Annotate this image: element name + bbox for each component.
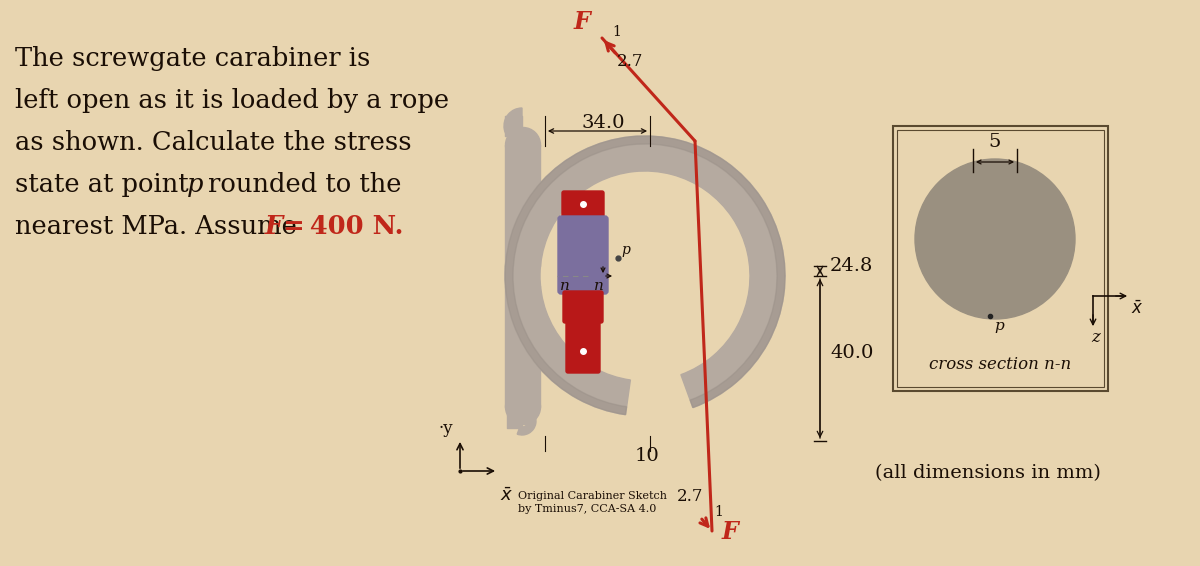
Circle shape: [505, 127, 540, 162]
Text: 5: 5: [989, 133, 1001, 151]
Wedge shape: [517, 407, 536, 435]
Text: 1: 1: [714, 505, 722, 519]
Text: p: p: [622, 243, 630, 257]
Text: 24.8: 24.8: [830, 257, 874, 275]
FancyBboxPatch shape: [558, 216, 608, 294]
Text: F: F: [722, 520, 739, 544]
Text: 34.0: 34.0: [581, 114, 625, 132]
Text: rounded to the: rounded to the: [200, 172, 402, 197]
Text: $\bar{x}$: $\bar{x}$: [1132, 300, 1144, 318]
Text: state at point: state at point: [14, 172, 197, 197]
FancyBboxPatch shape: [566, 321, 600, 373]
Circle shape: [505, 389, 540, 424]
Text: as shown. Calculate the stress: as shown. Calculate the stress: [14, 130, 412, 155]
Text: Original Carabiner Sketch: Original Carabiner Sketch: [518, 491, 667, 501]
Text: 10: 10: [635, 447, 660, 465]
FancyBboxPatch shape: [562, 191, 604, 223]
Circle shape: [916, 159, 1075, 319]
Text: n: n: [560, 279, 570, 293]
Text: 2.7: 2.7: [677, 488, 703, 505]
Wedge shape: [505, 136, 785, 415]
Text: left open as it is loaded by a rope: left open as it is loaded by a rope: [14, 88, 449, 113]
FancyBboxPatch shape: [563, 291, 604, 323]
Text: ·y: ·y: [439, 420, 454, 437]
Bar: [898, 130, 1104, 387]
Text: n: n: [594, 279, 604, 293]
Text: The screwgate carabiner is: The screwgate carabiner is: [14, 46, 371, 71]
Text: p: p: [994, 319, 1003, 333]
Wedge shape: [504, 108, 528, 144]
Text: p: p: [187, 172, 204, 197]
Text: cross section n-n: cross section n-n: [929, 356, 1072, 373]
Text: nearest MPa. Assume: nearest MPa. Assume: [14, 214, 305, 239]
Wedge shape: [505, 136, 785, 415]
Text: F: F: [574, 10, 590, 34]
Text: by Tminus7, CCA-SA 4.0: by Tminus7, CCA-SA 4.0: [518, 504, 656, 514]
Text: 1: 1: [612, 25, 620, 39]
Text: 2.7: 2.7: [617, 53, 643, 70]
Text: F: F: [265, 214, 283, 239]
Text: z: z: [1091, 329, 1099, 346]
Text: 40.0: 40.0: [830, 345, 874, 362]
Text: $\bar{x}$: $\bar{x}$: [500, 487, 514, 505]
Text: (all dimensions in mm): (all dimensions in mm): [875, 464, 1100, 482]
Bar: [893, 126, 1108, 391]
Text: = 400 N.: = 400 N.: [278, 214, 403, 239]
